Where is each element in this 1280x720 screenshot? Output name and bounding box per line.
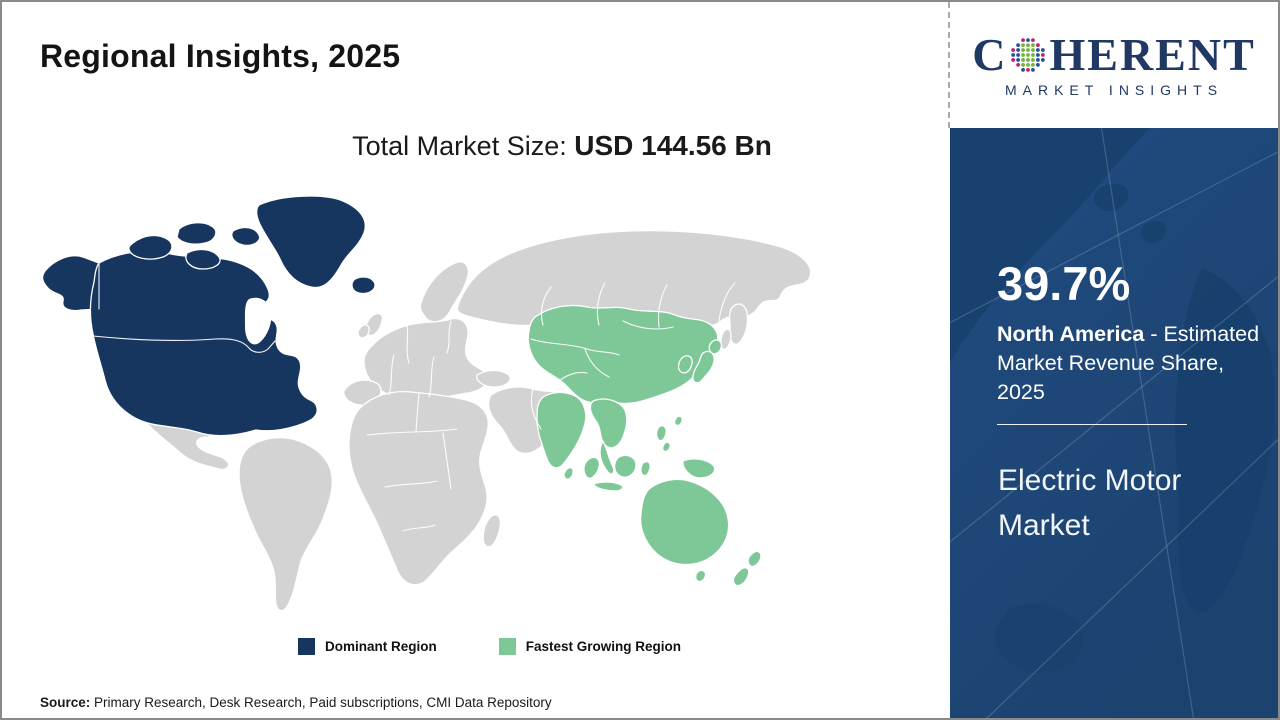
sidebar-divider — [997, 424, 1187, 425]
market-share-value: 39.7% — [997, 257, 1131, 310]
sidebar-map-texture — [950, 128, 1278, 718]
region-asia-pacific — [527, 304, 762, 587]
region-north-america — [41, 195, 376, 437]
brand-tagline: MARKET INSIGHTS — [1004, 82, 1224, 98]
dominant-region-label: Dominant Region — [325, 639, 437, 654]
dashed-separator — [948, 2, 950, 128]
total-market-size-label: Total Market Size: — [352, 131, 575, 161]
logo-letter-c: C — [972, 29, 1008, 80]
logo-letters-herent: HERENT — [1049, 29, 1256, 80]
market-share-description: North America - Estimated Market Revenue… — [997, 320, 1263, 407]
fastest-growing-region-label: Fastest Growing Region — [525, 639, 682, 654]
source-text: Primary Research, Desk Research, Paid su… — [90, 695, 552, 710]
total-market-size: Total Market Size: USD 144.56 Bn — [302, 130, 822, 162]
market-share-region: North America — [997, 322, 1145, 346]
region-rest-of-world — [137, 229, 812, 612]
country-borders — [92, 262, 736, 532]
globe-logo-icon — [1011, 38, 1046, 72]
fastest-growing-region-swatch — [498, 638, 516, 655]
source-label: Source: — [40, 695, 91, 710]
world-map — [37, 190, 817, 622]
map-legend: Dominant Region Fastest Growing Region — [298, 638, 681, 655]
source-line: Source: Primary Research, Desk Research,… — [40, 695, 552, 710]
page-title: Regional Insights, 2025 — [40, 38, 401, 74]
market-name: Electric Motor Market — [998, 464, 1182, 542]
brand-logo: C HERENT MARKET INSIGHTS — [950, 2, 1278, 128]
legend-item-dominant: Dominant Region — [298, 638, 437, 655]
total-market-size-value: USD 144.56 Bn — [574, 130, 772, 161]
legend-item-growing: Fastest Growing Region — [498, 638, 682, 655]
highlight-sidebar: 39.7% North America - Estimated Market R… — [950, 128, 1278, 718]
hudson-bay — [244, 297, 272, 345]
market-share-caption: - Estimated Market Revenue Share, 2025 — [997, 322, 1260, 404]
dominant-region-swatch — [298, 638, 315, 655]
brand-wordmark: C HERENT — [972, 32, 1256, 78]
